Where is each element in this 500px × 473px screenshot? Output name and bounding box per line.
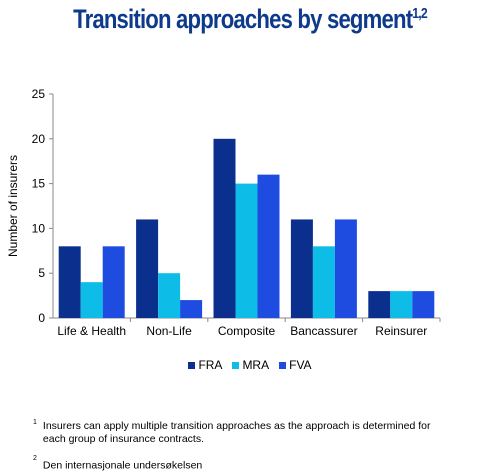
footnote-1: 1 Insurers can apply multiple transition… xyxy=(33,419,453,446)
chart-title-footnote-marks: 1,2 xyxy=(412,5,427,22)
plot-area: 0 5 10 15 20 25 Life & Health Non-Life Composite… xyxy=(32,87,441,338)
y-tick-label: 0 xyxy=(38,311,45,325)
legend-item-mra: MRA xyxy=(232,358,269,372)
chart-title-text: Transition approaches by segment xyxy=(73,4,413,34)
footnote-1-mark: 1 xyxy=(33,419,37,426)
bar-fva-1 xyxy=(180,300,203,318)
chart-title: Transition approaches by segment1,2 xyxy=(45,4,455,35)
legend-swatch-fva xyxy=(279,361,287,369)
bar-fra-1 xyxy=(136,219,159,318)
legend-item-fra: FRA xyxy=(188,358,222,372)
bar-fra-3 xyxy=(290,219,313,318)
legend-item-fva: FVA xyxy=(279,358,312,372)
x-tick-label: Bancassurer xyxy=(290,324,357,338)
legend-label-mra: MRA xyxy=(242,358,270,372)
footnote-2: 2 Den internasjonale undersøkelsen xyxy=(33,455,203,473)
bar-fva-4 xyxy=(412,291,435,318)
bar-fva-2 xyxy=(257,174,280,318)
bar-mra-1 xyxy=(158,273,181,318)
bar-fva-0 xyxy=(102,246,125,318)
bar-mra-0 xyxy=(80,282,103,318)
footnote-1-text: Insurers can apply multiple transition a… xyxy=(42,420,431,445)
bar-mra-4 xyxy=(390,291,413,318)
y-tick-label: 25 xyxy=(32,87,46,101)
x-tick-label: Reinsurer xyxy=(375,324,427,338)
y-tick-label: 10 xyxy=(32,221,46,235)
legend-swatch-mra xyxy=(232,361,240,369)
y-tick-label: 5 xyxy=(38,266,45,280)
bar-fra-2 xyxy=(213,138,236,318)
bar-fva-3 xyxy=(334,219,357,318)
bar-mra-2 xyxy=(235,183,258,318)
legend-label-fva: FVA xyxy=(289,358,312,372)
x-tick-label: Composite xyxy=(218,324,276,338)
footnote-2-mark: 2 xyxy=(33,455,37,462)
x-tick-label: Non-Life xyxy=(146,324,192,338)
y-tick-label: 15 xyxy=(32,177,46,191)
bar-fra-0 xyxy=(58,246,81,318)
legend-label-fra: FRA xyxy=(198,358,223,372)
legend-swatch-fra xyxy=(188,361,196,369)
bar-mra-3 xyxy=(312,246,335,318)
footnote-2-text: Den internasjonale undersøkelsen xyxy=(42,459,203,472)
y-axis-label: Number of insurers xyxy=(6,155,20,257)
x-tick-label: Life & Health xyxy=(57,324,126,338)
legend: FRA MRA FVA xyxy=(0,358,500,372)
y-tick-label: 20 xyxy=(32,132,46,146)
bar-fra-4 xyxy=(368,291,391,318)
